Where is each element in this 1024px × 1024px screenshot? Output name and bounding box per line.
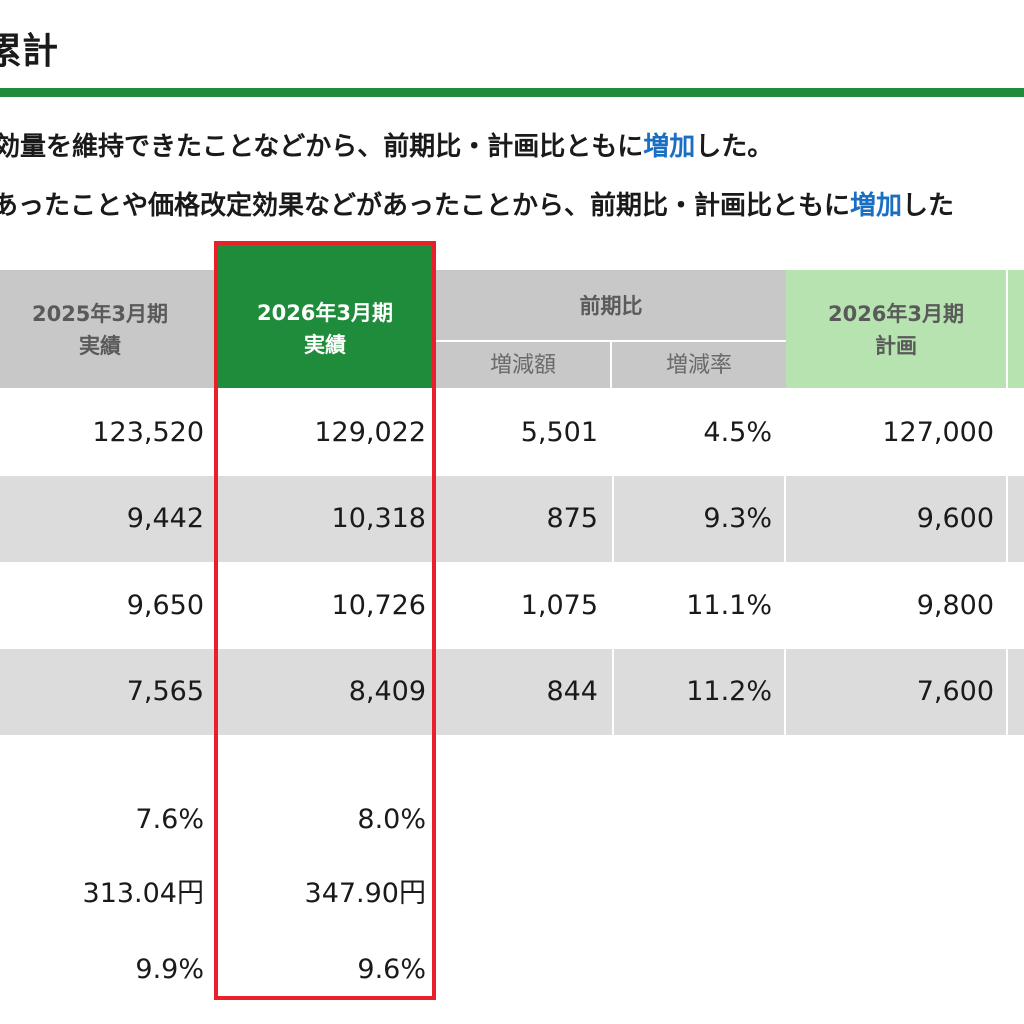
cell-current: 129,022 [314,417,426,448]
cell-diff: 844 [546,676,598,707]
header-yoy-amount: 増減額 [436,340,612,390]
title-underline [0,88,1024,97]
cell-plan: 127,000 [882,417,994,448]
header-plan-line2: 計画 [875,334,917,358]
summary-line-1-highlight: 増加 [643,132,696,162]
column-divider [612,649,614,735]
cell-current: 347.90円 [304,878,426,909]
cell-current: 8.0% [357,804,426,835]
cell-diff: 1,075 [520,590,598,621]
summary-line-2-highlight: 増加 [850,191,903,221]
row-shade-4 [0,649,1024,735]
cell-prev: 123,520 [92,417,204,448]
cell-current: 10,318 [331,503,426,534]
header-prev-line1: 2025年3月期 [31,302,169,326]
summary-line-1-end: した。 [695,132,774,162]
cell-rate: 11.1% [686,590,772,621]
column-divider [612,476,614,562]
summary-line-1: 効量を維持できたことなどから、前期比・計画比ともに増加した。 [0,127,773,167]
cell-prev: 7,565 [126,676,204,707]
cell-diff: 875 [546,503,598,534]
page-title: 累計 [0,31,59,72]
column-divider [1006,649,1008,735]
cell-prev: 7.6% [135,804,204,835]
cell-prev: 9,650 [126,590,204,621]
cell-rate: 11.2% [686,676,772,707]
summary-line-2-text: あったことや価格改定効果などがあったことから、前期比・計画比ともに [0,191,851,221]
cell-prev: 9.9% [135,954,204,985]
header-plan-line1: 2026年3月期 [827,302,965,326]
header-prev-line2: 実績 [79,334,121,358]
cell-plan: 9,800 [916,590,994,621]
cell-rate: 4.5% [703,417,772,448]
column-divider [784,649,786,735]
header-current-actual: 2026年3月期 実績 [218,245,432,388]
header-curr-line2: 実績 [304,333,346,357]
cell-plan: 9,600 [916,503,994,534]
header-yoy-rate: 増減率 [612,340,786,390]
header-yoy: 前期比 増減額 増減率 [436,270,786,390]
cell-current: 9.6% [357,954,426,985]
header-plan: 2026年3月期 計画 [786,270,1006,388]
summary-line-1-text: 効量を維持できたことなどから、前期比・計画比ともに [0,132,644,162]
header-curr-line1: 2026年3月期 [256,301,394,325]
cell-diff: 5,501 [520,417,598,448]
column-divider [784,476,786,562]
header-prev-actual: 2025年3月期 実績 [0,270,214,388]
summary-line-2: あったことや価格改定効果などがあったことから、前期比・計画比ともに増加した [0,186,954,226]
cell-plan: 7,600 [916,676,994,707]
cell-rate: 9.3% [703,503,772,534]
cell-prev: 9,442 [126,503,204,534]
cell-prev: 313.04円 [82,878,204,909]
cell-current: 10,726 [331,590,426,621]
cell-current: 8,409 [348,676,426,707]
summary-line-2-end: した [902,191,955,221]
row-shade-2 [0,476,1024,562]
column-divider [1006,476,1008,562]
header-yoy-label: 前期比 [579,294,643,318]
header-next-column-edge [1008,270,1024,388]
